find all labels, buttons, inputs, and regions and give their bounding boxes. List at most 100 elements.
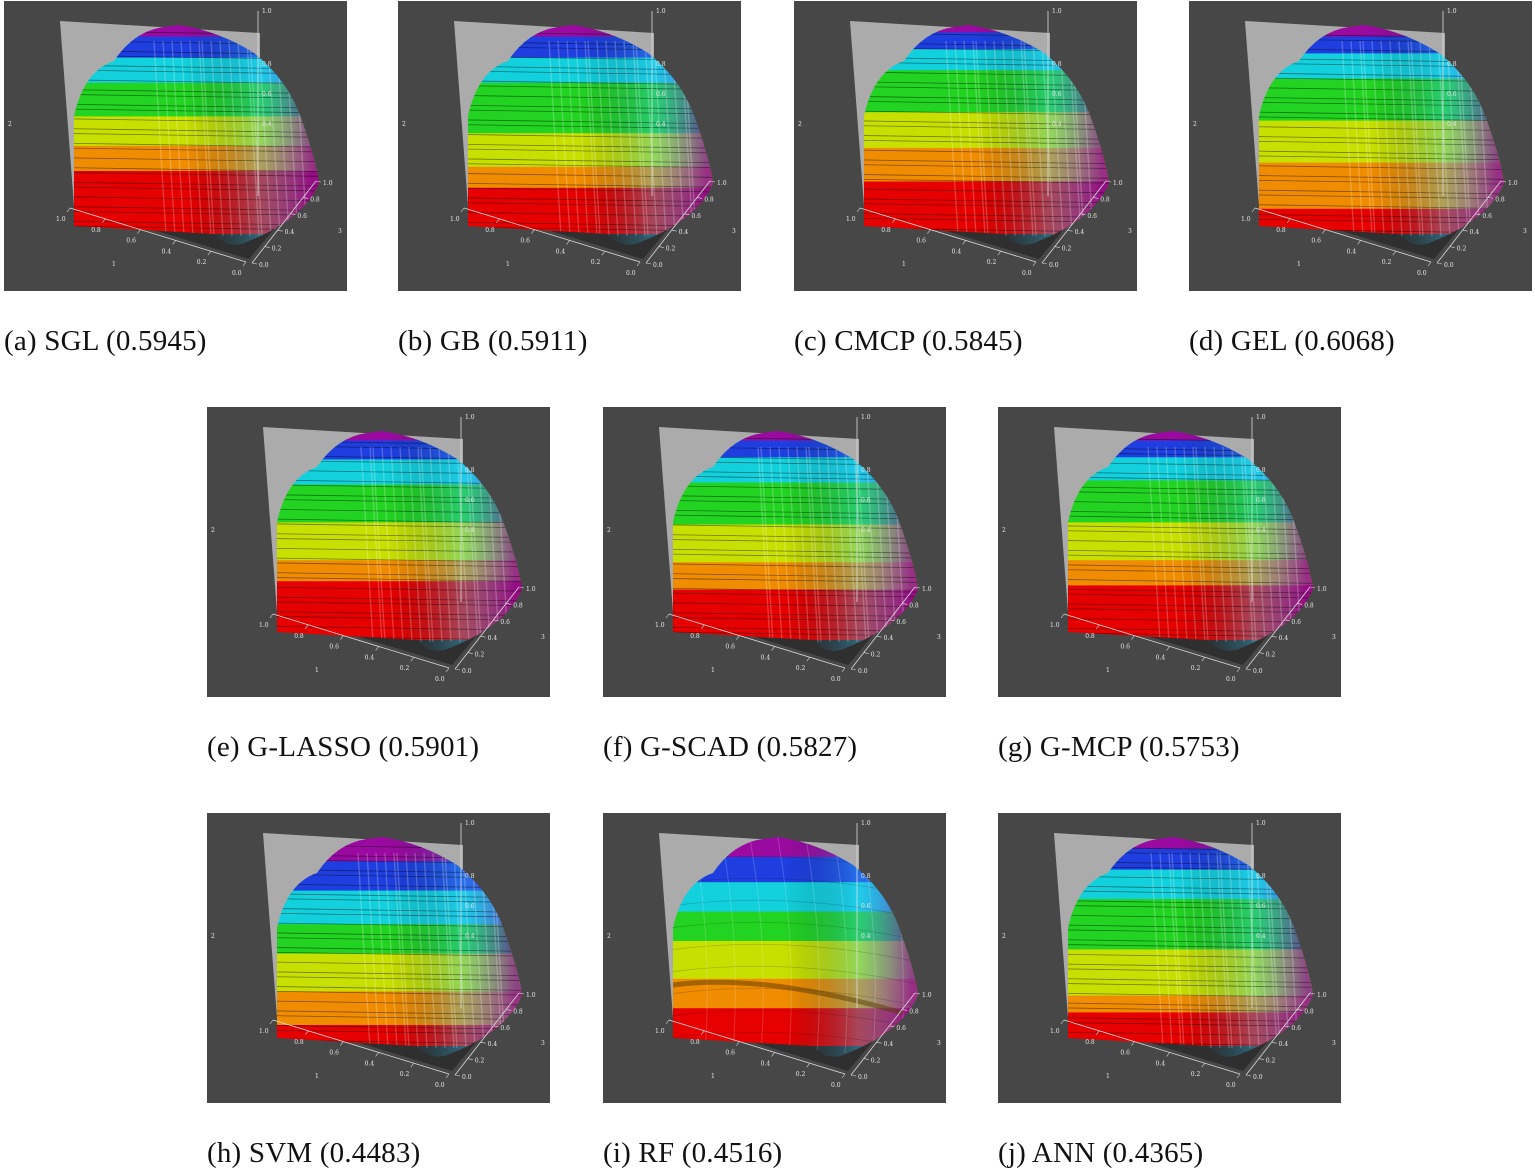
y-tick-label: 0.0 <box>462 1074 472 1081</box>
step-line <box>277 557 522 563</box>
panel-caption: (g) G-MCP (0.5753) <box>998 731 1240 763</box>
y-tick <box>1105 180 1112 183</box>
step-line <box>277 484 522 490</box>
highlight-streak <box>1231 446 1245 643</box>
highlight-streak <box>366 852 380 1049</box>
surface-plot: 1.0 0.8 0.6 0.4 2 1.0 0.8 0.6 0.4 0.2 0.0 1 0.0 0.2 0.… <box>998 407 1341 697</box>
y-tick-label: 0.8 <box>513 602 523 609</box>
step-line <box>1259 116 1504 122</box>
step-line <box>1259 101 1504 107</box>
step-line <box>277 596 522 602</box>
step-line <box>468 182 713 188</box>
highlight-streak <box>587 40 601 237</box>
x-tick <box>736 635 740 640</box>
x-tick <box>1060 1019 1065 1025</box>
y-axis <box>454 992 520 1076</box>
z-tick-label: 0.8 <box>1447 61 1457 68</box>
z-tick-label: 0.8 <box>465 467 475 474</box>
y-tick <box>1309 586 1316 589</box>
step-line <box>277 577 522 582</box>
step-line <box>864 135 1109 140</box>
step-line <box>74 196 319 202</box>
step-line <box>673 524 918 530</box>
y-tick-label: 0.6 <box>500 1025 510 1032</box>
step-line <box>1259 126 1504 131</box>
step-line <box>673 485 918 491</box>
x-tick <box>771 646 775 651</box>
x-tick-label: 0.0 <box>831 1082 841 1089</box>
x-tick-label: 0.2 <box>400 1071 410 1078</box>
x-axis-label: 1 <box>902 261 906 268</box>
step-line <box>1068 618 1313 623</box>
step-line <box>277 533 522 538</box>
y-tick <box>315 180 322 183</box>
step-line <box>1068 939 1313 944</box>
step-line <box>468 95 713 100</box>
step-line <box>74 94 319 99</box>
x-tick-label: 0.0 <box>1417 270 1427 277</box>
step-line <box>277 893 522 899</box>
step-line <box>673 534 918 539</box>
z-top-tick-label: 1.0 <box>861 820 871 827</box>
x-tick-label: 0.4 <box>1156 654 1166 661</box>
y-tick <box>889 619 895 622</box>
x-tick-label: 0.0 <box>435 676 445 683</box>
x-axis-label: 1 <box>315 667 319 674</box>
step-line <box>468 143 713 149</box>
y-tick-label: 0.8 <box>1100 196 1110 203</box>
x-tick <box>1357 240 1361 245</box>
z-tick-label: 0.8 <box>861 467 871 474</box>
step-line <box>1259 150 1504 156</box>
step-line <box>74 211 319 216</box>
x-tick <box>1131 635 1135 640</box>
step-line <box>1068 953 1313 959</box>
y-tick <box>1500 180 1507 183</box>
x-axis-label: 1 <box>711 1073 715 1080</box>
x-tick-label: 0.6 <box>725 644 735 651</box>
step-line <box>864 139 1109 145</box>
highlight-streak <box>945 40 959 237</box>
x-tick <box>1060 613 1065 619</box>
y-tick-label: 0.4 <box>488 635 498 642</box>
y-tick-label: 0.8 <box>513 1008 523 1015</box>
step-line <box>277 937 522 942</box>
y-tick-label: 0.6 <box>1291 1025 1301 1032</box>
x-tick-label: 0.2 <box>1382 259 1392 266</box>
z-tick-label: 0.4 <box>861 527 871 534</box>
step-line <box>277 572 522 577</box>
x-tick-label: 0.8 <box>881 227 891 234</box>
step-line <box>1068 1022 1313 1027</box>
highlight-streak <box>429 446 443 643</box>
highlight-streak <box>396 852 410 1049</box>
highlight-streak <box>414 852 428 1049</box>
x-tick <box>1095 624 1100 629</box>
step-line <box>1068 491 1313 496</box>
y-axis <box>1041 180 1107 264</box>
y-tick-label: 1.0 <box>922 586 932 593</box>
step-line <box>864 174 1109 179</box>
z-top-tick-label: 1.0 <box>465 820 475 827</box>
x-tick-label: 1.0 <box>655 1028 665 1035</box>
highlight-streak <box>357 852 371 1049</box>
y-tick <box>1054 246 1060 248</box>
highlight-streak <box>844 446 858 643</box>
y-tick <box>1041 262 1048 265</box>
x-axis-label: 1 <box>1106 1073 1110 1080</box>
y-axis-label: 3 <box>1128 228 1132 235</box>
x-tick <box>445 1073 450 1079</box>
z-top-tick-label: 1.0 <box>1052 8 1062 15</box>
highlight-streak <box>644 40 658 237</box>
y-tick <box>850 1074 857 1077</box>
step-line <box>864 81 1109 87</box>
step-line <box>1259 111 1504 117</box>
x-tick-label: 1.0 <box>1050 1028 1060 1035</box>
x-tick <box>410 657 415 662</box>
z-axis-label: 2 <box>1002 933 1006 940</box>
step-line <box>864 96 1109 101</box>
step-line <box>468 119 713 125</box>
y-tick-label: 0.6 <box>297 213 307 220</box>
z-tick-label: 0.8 <box>1052 61 1062 68</box>
y-tick-label: 0.0 <box>1049 262 1059 269</box>
step-line <box>1259 140 1504 146</box>
highlight-streak <box>1156 446 1170 643</box>
